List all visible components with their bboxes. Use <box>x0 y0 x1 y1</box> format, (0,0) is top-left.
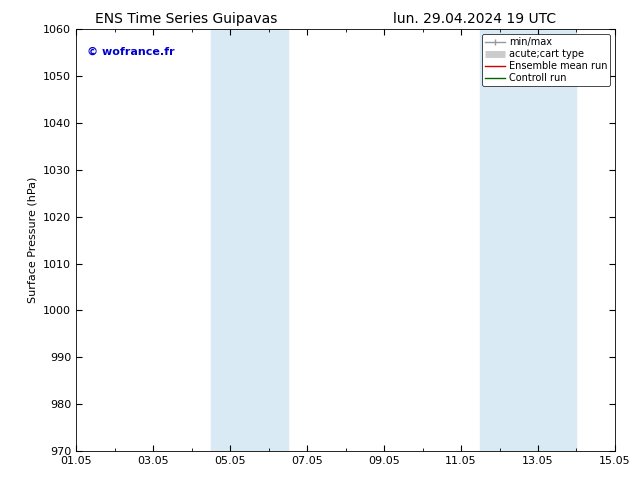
Text: © wofrance.fr: © wofrance.fr <box>87 46 174 56</box>
Bar <box>210 29 249 451</box>
Bar <box>519 29 576 451</box>
Y-axis label: Surface Pressure (hPa): Surface Pressure (hPa) <box>27 177 37 303</box>
Bar <box>249 29 288 451</box>
Legend: min/max, acute;cart type, Ensemble mean run, Controll run: min/max, acute;cart type, Ensemble mean … <box>482 34 610 86</box>
Text: lun. 29.04.2024 19 UTC: lun. 29.04.2024 19 UTC <box>393 12 556 26</box>
Text: ENS Time Series Guipavas: ENS Time Series Guipavas <box>95 12 278 26</box>
Bar <box>480 29 519 451</box>
